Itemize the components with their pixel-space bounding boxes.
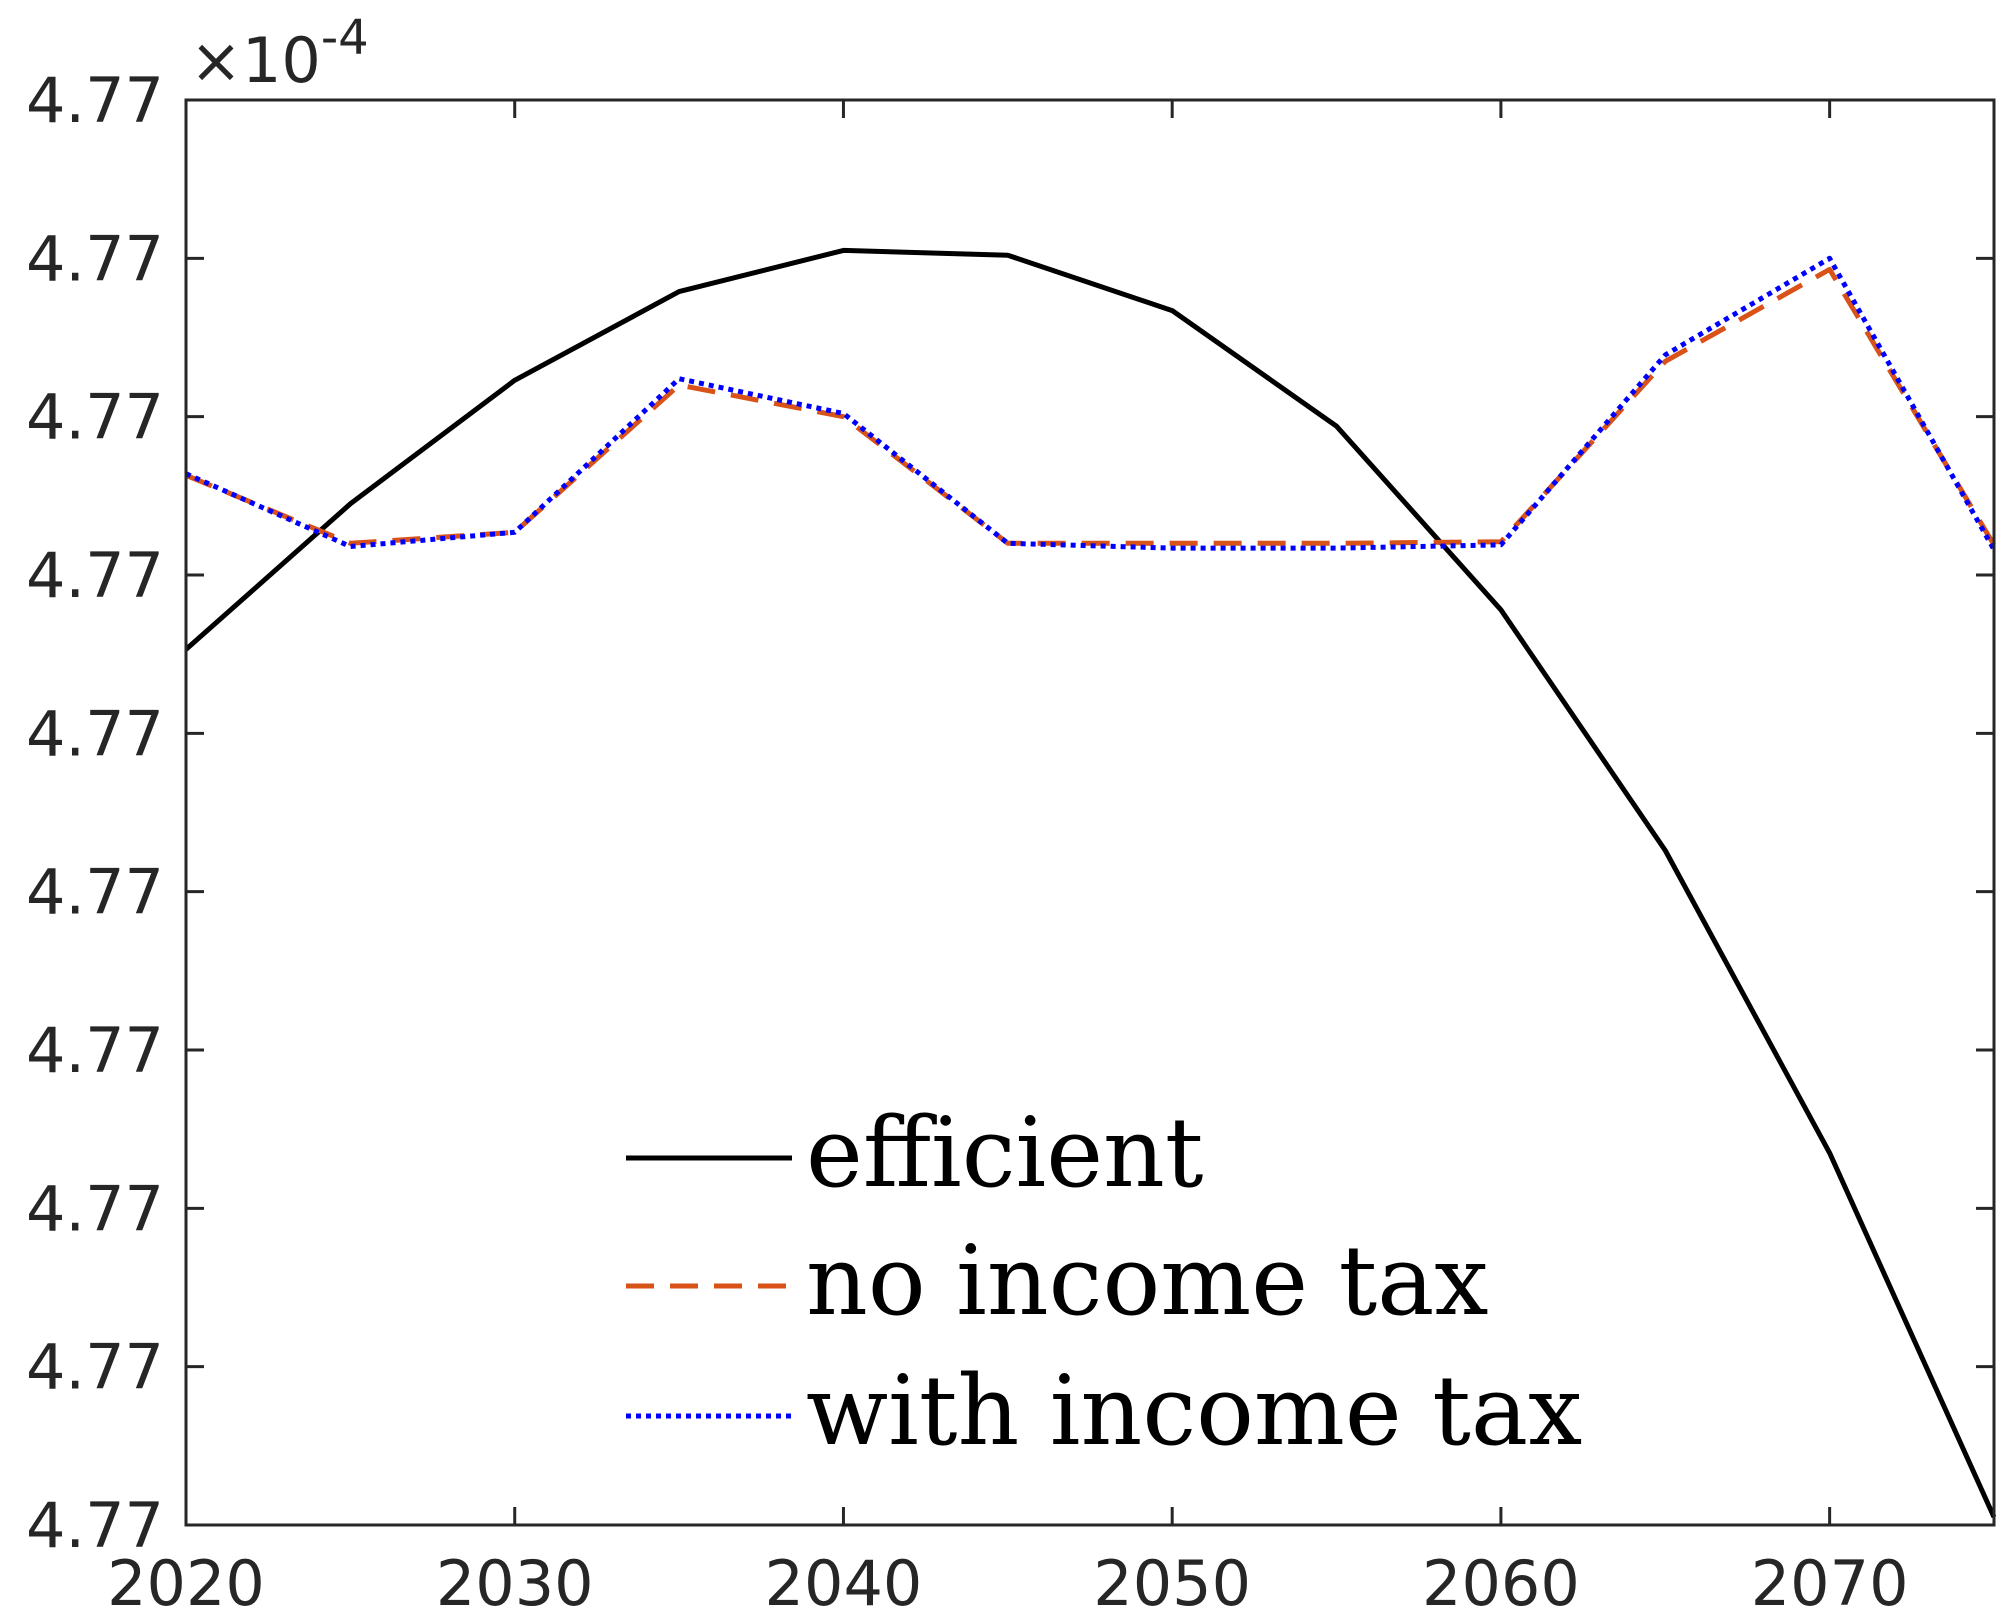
legend: efficient no income tax with income tax (626, 1097, 1582, 1467)
x-tick-label: 2030 (436, 1547, 594, 1620)
y-exponent-power: -4 (321, 10, 369, 66)
x-tick-label: 2070 (1751, 1547, 1909, 1620)
y-tick-label: 4.77 (26, 64, 164, 137)
plot-lines (184, 247, 1997, 1519)
y-tick-label: 4.77 (26, 1172, 164, 1245)
y-tick-label: 4.77 (26, 697, 164, 770)
y-tick-label: 4.77 (26, 381, 164, 454)
series-line-1 (185, 266, 1997, 547)
series-line-0 (184, 247, 1997, 1519)
y-tick-label: 4.77 (26, 856, 164, 929)
axes-box (184, 98, 1996, 1527)
y-tick-label: 4.77 (26, 1331, 164, 1404)
y-tick-label: 4.77 (26, 1014, 164, 1087)
x-tick-label: 2050 (1093, 1547, 1251, 1620)
legend-label-2: with income tax (806, 1355, 1582, 1467)
legend-label-1: no income tax (806, 1225, 1489, 1337)
x-tick-label: 2040 (765, 1547, 923, 1620)
x-axis-ticks: 2020 2030 2040 2050 2060 2070 (107, 100, 1909, 1620)
y-exponent-label: ×10-4 (190, 10, 369, 97)
y-exponent-base: ×10 (190, 24, 321, 97)
y-tick-label: 4.77 (26, 1489, 164, 1562)
x-tick-label: 2020 (107, 1547, 265, 1620)
legend-label-0: efficient (806, 1097, 1203, 1209)
y-axis-ticks: 4.77 4.77 4.77 4.77 4.77 4.77 4.77 4.77 4.77 4.77 (26, 64, 1994, 1562)
y-tick-label: 4.77 (26, 222, 164, 295)
y-tick-label: 4.77 (26, 539, 164, 612)
x-tick-label: 2060 (1422, 1547, 1580, 1620)
series-line-2 (184, 255, 1997, 551)
